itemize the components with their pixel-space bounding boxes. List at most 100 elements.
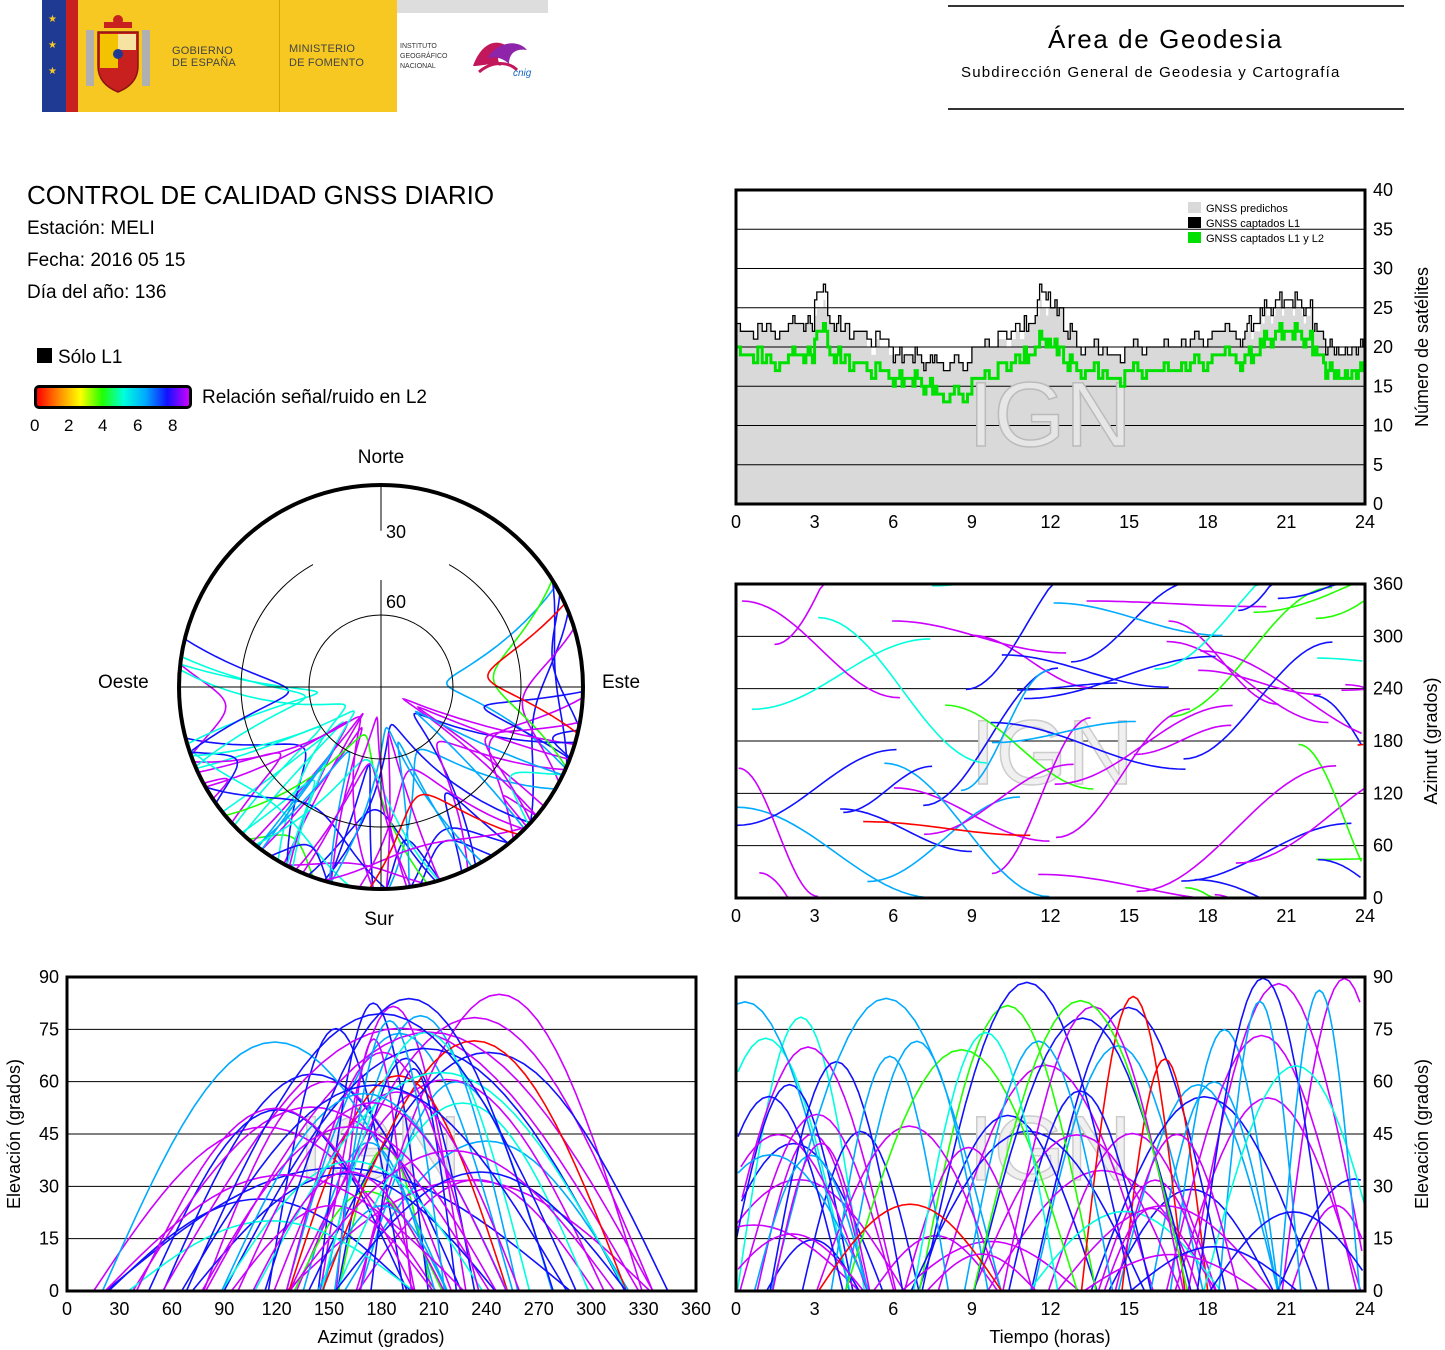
sky-ring-label-30: 30 (386, 522, 406, 542)
x-tick-label: 12 (1040, 512, 1060, 532)
sky-track (188, 747, 351, 888)
elev-time-track (735, 1083, 854, 1292)
azimuth-track (970, 634, 1093, 689)
x-tick-label: 120 (262, 1299, 292, 1319)
l1l2-satellites-line (736, 322, 1367, 404)
legend-label-l1l2: GNSS captados L1 y L2 (1206, 233, 1324, 245)
legend-label-l1: GNSS captados L1 (1206, 218, 1300, 230)
sky-track (221, 720, 344, 835)
elev-az-x-ticks: 0 30 60 90 120 150 180 210 240 270 300 330 360 (62, 1299, 711, 1319)
azimuth-track (741, 600, 900, 699)
y-tick-label: 15 (39, 1229, 59, 1249)
elev-az-track (101, 1041, 449, 1292)
sky-track (416, 706, 570, 807)
satellites-frame (734, 188, 1367, 506)
sky-ring-label-60: 60 (386, 592, 406, 612)
azimuth-track (1166, 640, 1329, 724)
azimuth-track (736, 748, 897, 827)
elev-time-track (918, 1004, 1097, 1292)
ign-watermark: IGN (968, 364, 1132, 466)
sky-track (179, 668, 347, 861)
sky-track (323, 826, 528, 882)
y-tick-label: 0 (49, 1281, 59, 1301)
elev-az-x-label: Azimut (grados) (317, 1327, 444, 1347)
cnig-logo-icon: cnig (473, 42, 532, 79)
sky-track (551, 593, 580, 728)
elev-az-track (185, 1012, 577, 1292)
y-tick-label: 10 (1373, 416, 1393, 436)
gov-text-line2: DE ESPAÑA (172, 57, 236, 69)
ign-text-line2: GEOGRÁFICO (400, 53, 448, 60)
x-tick-label: 0 (731, 512, 741, 532)
elev-time-track (921, 981, 1133, 1292)
azimuth-frame (734, 582, 1367, 900)
elev-az-track (105, 1167, 571, 1292)
sky-track (368, 793, 520, 890)
azimuth-track (1318, 858, 1361, 879)
elev-az-track (307, 1051, 669, 1292)
sky-track (492, 579, 567, 768)
x-tick-label: 30 (109, 1299, 129, 1319)
sky-track (184, 638, 290, 753)
x-tick-label: 15 (1119, 906, 1139, 926)
y-tick-label: 0 (1373, 494, 1383, 514)
x-tick-label: 210 (419, 1299, 449, 1319)
snr-tick: 8 (168, 416, 178, 435)
snr-tick: 4 (98, 416, 108, 435)
sky-track (180, 655, 307, 768)
azimuth-track (991, 716, 1091, 875)
legend-swatch-l1l2 (1188, 232, 1201, 243)
elev-az-track (135, 1107, 415, 1292)
elev-time-track (972, 1133, 1182, 1292)
azimuth-track (1235, 787, 1366, 864)
azimuth-track (1198, 669, 1321, 696)
x-tick-label: 300 (576, 1299, 606, 1319)
sky-label-east: Este (602, 672, 640, 693)
sky-label-south: Sur (364, 909, 394, 930)
sky-tracks (179, 579, 584, 890)
x-tick-label: 12 (1040, 906, 1060, 926)
elev-az-track (237, 1101, 508, 1292)
ign-logo-panel (397, 13, 548, 112)
sky-track (358, 768, 525, 889)
x-tick-label: 6 (888, 906, 898, 926)
gov-text-line1: GOBIERNO (172, 45, 233, 57)
sky-track (401, 698, 575, 817)
report-title: CONTROL DE CALIDAD GNSS DIARIO (27, 180, 495, 210)
elev-az-track (223, 1047, 626, 1292)
y-tick-label: 20 (1373, 337, 1393, 357)
sky-track (195, 726, 322, 827)
header-rule-bottom (948, 108, 1404, 110)
x-tick-label: 24 (1355, 906, 1375, 926)
elev-az-track (253, 1071, 627, 1292)
elev-time-track (740, 1142, 884, 1292)
y-tick-label: 35 (1373, 219, 1393, 239)
elev-time-track (770, 997, 1002, 1292)
elev-az-tracks (92, 993, 669, 1292)
elev-time-track (937, 1064, 1154, 1292)
elev-time-track (753, 1154, 869, 1292)
elev-time-track (801, 1130, 920, 1292)
elev-time-track (817, 1203, 1003, 1292)
y-tick-label: 30 (1373, 259, 1393, 279)
x-tick-label: 270 (524, 1299, 554, 1319)
azimuth-track (1001, 654, 1169, 688)
sky-track (410, 827, 510, 888)
legend-swatch-predicted (1188, 202, 1201, 213)
elev-time-track (1097, 1179, 1213, 1292)
elev-az-y-label: Elevación (grados) (4, 1059, 24, 1209)
y-tick-label: 60 (39, 1072, 59, 1092)
x-tick-label: 3 (810, 512, 820, 532)
elev-az-track (289, 1149, 616, 1292)
y-tick-label: 360 (1373, 574, 1403, 594)
azimuth-track (863, 820, 1031, 837)
elev-time-track (872, 1234, 999, 1292)
elev-az-track (357, 1178, 596, 1292)
elev-az-track (343, 1140, 630, 1292)
elev-time-track (1114, 1133, 1240, 1292)
x-tick-label: 18 (1198, 906, 1218, 926)
y-tick-label: 5 (1373, 455, 1383, 475)
elev-time-track (1083, 1253, 1260, 1292)
satellites-x-ticks: 0 3 6 9 12 15 18 21 24 (731, 512, 1375, 532)
elev-time-track (1290, 1204, 1363, 1292)
